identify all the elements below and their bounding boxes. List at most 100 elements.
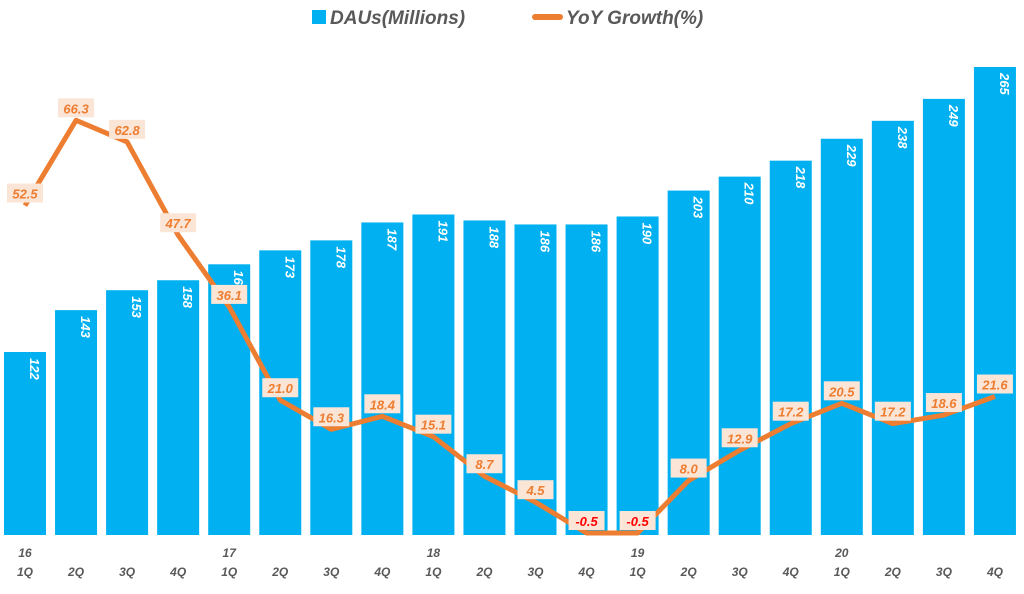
bar-value-label: 158 [180,286,195,308]
growth-label-bg [772,401,809,421]
growth-value-label: 8.7 [475,457,494,472]
x-quarter-label: 1Q [425,565,442,579]
growth-label-bg [721,428,758,448]
growth-label-bg [364,394,401,414]
x-quarter-label: 1Q [630,565,647,579]
growth-value-label: 8.0 [680,462,699,477]
bar-value-label: 143 [78,316,93,338]
growth-value-label: -0.5 [575,514,598,529]
growth-label-bg [211,284,248,304]
bar-value-label: 218 [793,166,808,189]
growth-label-bg [313,407,350,427]
bar [820,138,863,535]
growth-label-bg [466,454,503,474]
bar [361,222,404,535]
bar-value-label: 229 [844,144,859,167]
x-quarter-label: 1Q [834,565,851,579]
bar [667,190,710,535]
bar-value-label: 122 [27,358,42,380]
growth-value-label: 20.5 [828,384,855,399]
x-year-label: 18 [427,546,441,560]
bar-value-label: 265 [997,72,1012,95]
bar [871,120,914,535]
bar-value-label: 190 [640,222,655,244]
x-quarter-label: 3Q [119,565,136,579]
bar-value-label: 186 [589,230,604,252]
legend-swatch-daus [312,10,326,24]
bar [922,98,965,535]
x-quarter-label: 2Q [475,565,493,579]
bar [310,240,353,535]
bar-value-label: 191 [435,220,450,242]
growth-value-label: 36.1 [217,288,242,303]
x-quarter-label: 2Q [884,565,902,579]
bar-value-label: 249 [946,104,961,127]
growth-label-bg [7,183,43,203]
x-quarter-label: 4Q [169,565,187,579]
bar-value-label: 238 [895,126,910,149]
growth-label-bg [58,98,95,118]
x-quarter-label: 4Q [986,565,1004,579]
x-quarter-label: 4Q [782,565,800,579]
growth-label-bg [568,511,605,530]
growth-value-label: 21.0 [267,381,294,396]
bar [463,220,506,535]
x-quarter-label: 3Q [323,565,340,579]
x-year-label: 20 [834,546,849,560]
bar [412,214,455,535]
growth-value-label: 17.2 [778,405,804,420]
bar-value-label: 178 [333,246,348,268]
bar [55,310,98,535]
x-quarter-label: 3Q [732,565,749,579]
x-quarter-label: 3Q [527,565,544,579]
growth-value-label: 62.8 [114,123,140,138]
x-quarter-label: 2Q [67,565,85,579]
bar-value-label: 187 [384,228,399,250]
growth-label-bg [925,393,962,413]
growth-value-label: 47.7 [164,216,191,231]
x-quarter-label: 4Q [373,565,391,579]
legend-label-daus: DAUs(Millions) [330,8,465,29]
growth-value-label: 18.4 [370,397,396,412]
bar-value-label: 173 [282,256,297,278]
bar-value-label: 210 [742,182,757,205]
bar-value-label: 203 [691,196,706,219]
growth-value-label: 12.9 [727,431,753,446]
bar [106,290,149,535]
bar [718,176,761,535]
bar [769,160,812,535]
x-quarter-label: 2Q [680,565,698,579]
growth-value-label: 21.6 [981,378,1008,393]
growth-value-label: -0.5 [626,514,649,529]
growth-value-label: 66.3 [63,101,89,116]
growth-value-label: 18.6 [931,396,957,411]
bar-value-label: 186 [538,230,553,252]
x-year-label: 16 [18,546,32,560]
bar-value-label: 153 [129,296,144,318]
growth-value-label: 52.5 [12,187,38,202]
x-quarter-label: 3Q [936,565,953,579]
growth-value-label: 4.5 [525,483,545,498]
bar-value-label: 188 [486,226,501,248]
growth-label-bg [160,213,197,233]
growth-line [22,117,996,536]
growth-label-bg [109,119,146,139]
legend: DAUs(Millions) YoY Growth(%) [312,8,703,29]
growth-label-bg [415,414,452,434]
bar [616,216,659,535]
growth-label-bg [619,511,656,530]
x-quarter-label: 1Q [17,565,34,579]
x-quarter-label: 2Q [271,565,289,579]
growth-label-bg [823,381,860,401]
growth-label-bg [976,374,1013,394]
bar [4,352,46,535]
growth-value-label: 16.3 [319,410,345,425]
bar [157,280,200,535]
x-quarter-label: 4Q [578,565,596,579]
bar [565,224,608,535]
legend-label-growth: YoY Growth(%) [566,8,703,29]
growth-label-bg [874,401,911,421]
growth-label-bg [517,480,554,500]
growth-label-bg [670,458,707,478]
